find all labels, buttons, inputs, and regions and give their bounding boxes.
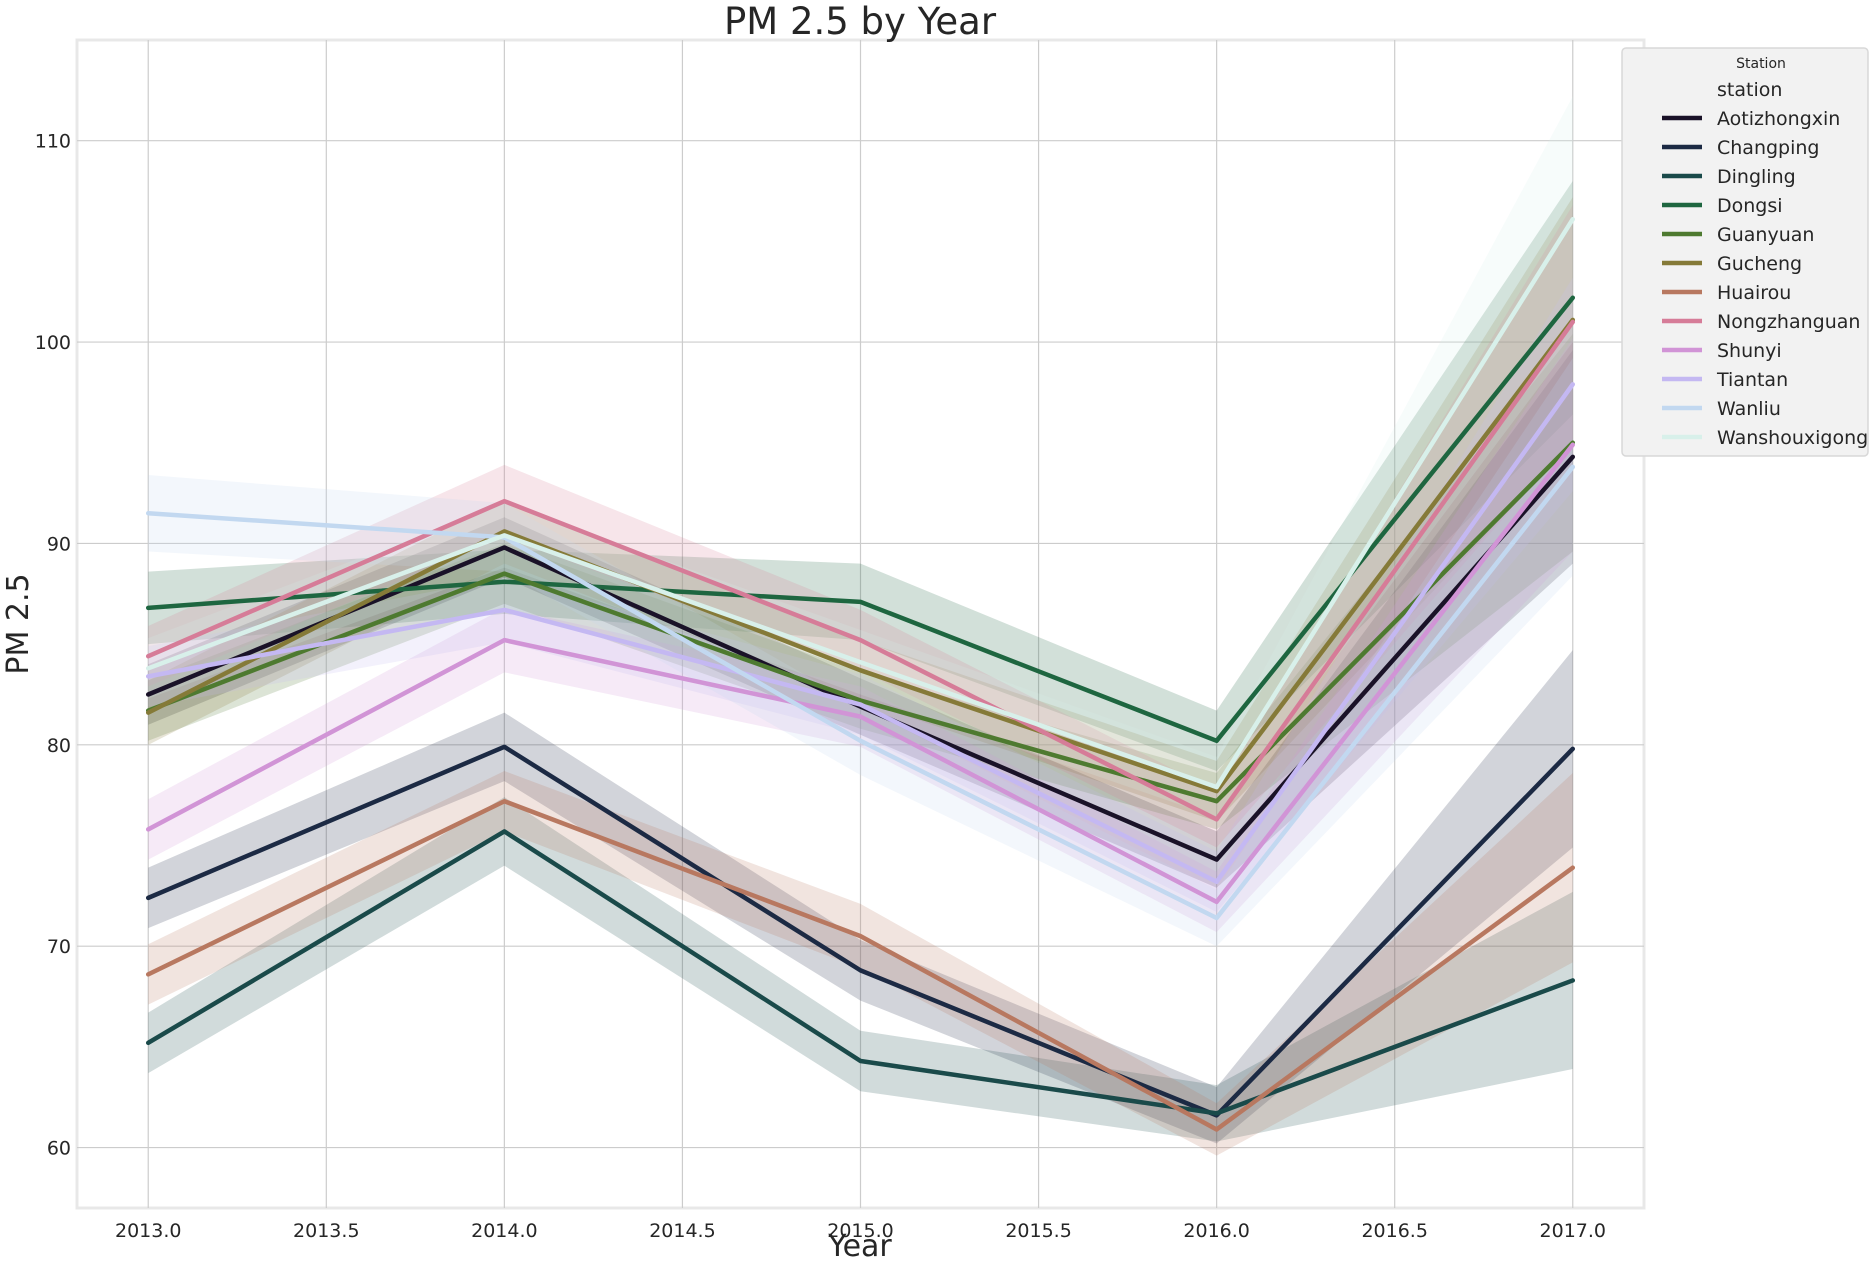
series-line: [145, 216, 1576, 790]
y-tick-label: 60: [47, 1138, 71, 1160]
x-tick-label: 2017.0: [1540, 1220, 1606, 1242]
legend-title: Station: [1736, 56, 1786, 72]
y-tick-label: 110: [35, 131, 71, 153]
legend-label: Tiantan: [1716, 369, 1788, 391]
ci-band: [148, 334, 1573, 830]
series-line: [145, 798, 1576, 1132]
legend-label: Shunyi: [1717, 340, 1782, 362]
series-line: [145, 442, 1576, 905]
x-tick-labels: 2013.0 2013.5 2014.0 2014.5 2015.0 2015.5 2016…: [115, 1220, 1606, 1242]
y-tick-label: 80: [47, 735, 71, 757]
ci-band: [148, 205, 1573, 848]
y-tick-label: 90: [47, 533, 71, 555]
legend-label: Wanliu: [1717, 398, 1781, 420]
x-tick-label: 2013.5: [293, 1220, 359, 1242]
x-tick-label: 2016.0: [1183, 1220, 1249, 1242]
legend-label: Wanshouxigong: [1717, 427, 1868, 449]
x-axis-title: Year: [827, 1229, 892, 1264]
x-tick-label: 2015.0: [827, 1220, 893, 1242]
x-tick-label: 2014.0: [471, 1220, 537, 1242]
legend-label: Dingling: [1717, 166, 1796, 188]
confidence-bands: [148, 96, 1573, 1156]
legend-subtitle: station: [1717, 79, 1782, 101]
legend-label: Gucheng: [1717, 253, 1802, 275]
legend-label: Huairou: [1717, 282, 1791, 304]
series-line: [145, 464, 1576, 921]
ci-band: [148, 797, 1573, 1142]
series-line: [145, 440, 1576, 804]
legend-label: Changping: [1717, 137, 1820, 159]
y-axis-title: PM 2.5: [1, 573, 36, 674]
series-line: [145, 317, 1576, 794]
ci-band: [148, 771, 1573, 1156]
x-tick-label: 2013.0: [115, 1220, 181, 1242]
legend-label: Guanyuan: [1717, 224, 1814, 246]
ci-band: [148, 197, 1573, 822]
y-tick-label: 70: [47, 936, 71, 958]
series-line: [145, 744, 1576, 1118]
y-tick-labels: 60 70 80 90 100 110: [35, 131, 71, 1160]
y-tick-label: 100: [35, 332, 71, 354]
legend-label: Nongzhanguan: [1717, 311, 1860, 333]
legend-box: [1621, 47, 1869, 457]
legend-label: Dongsi: [1717, 195, 1783, 217]
series-line: [145, 829, 1576, 1116]
ci-band: [148, 358, 1573, 947]
series-line: [145, 382, 1576, 885]
x-tick-label: 2014.5: [649, 1220, 715, 1242]
legend-items: Aotizhongxin Changping Dingling Dongsi Guany…: [1662, 108, 1868, 449]
legend-label: Aotizhongxin: [1717, 108, 1840, 130]
ci-band: [148, 277, 1573, 912]
series-lines: [145, 216, 1576, 1132]
x-tick-label: 2015.5: [1005, 1220, 1071, 1242]
legend: Station station Aotizhongxin Changping Din…: [1621, 47, 1869, 457]
ci-band: [148, 650, 1573, 1144]
grid: [77, 40, 1644, 1208]
series-line: [145, 319, 1576, 822]
ci-band: [148, 96, 1573, 818]
x-tick-label: 2016.5: [1361, 1220, 1427, 1242]
chart-title: PM 2.5 by Year: [724, 0, 997, 43]
